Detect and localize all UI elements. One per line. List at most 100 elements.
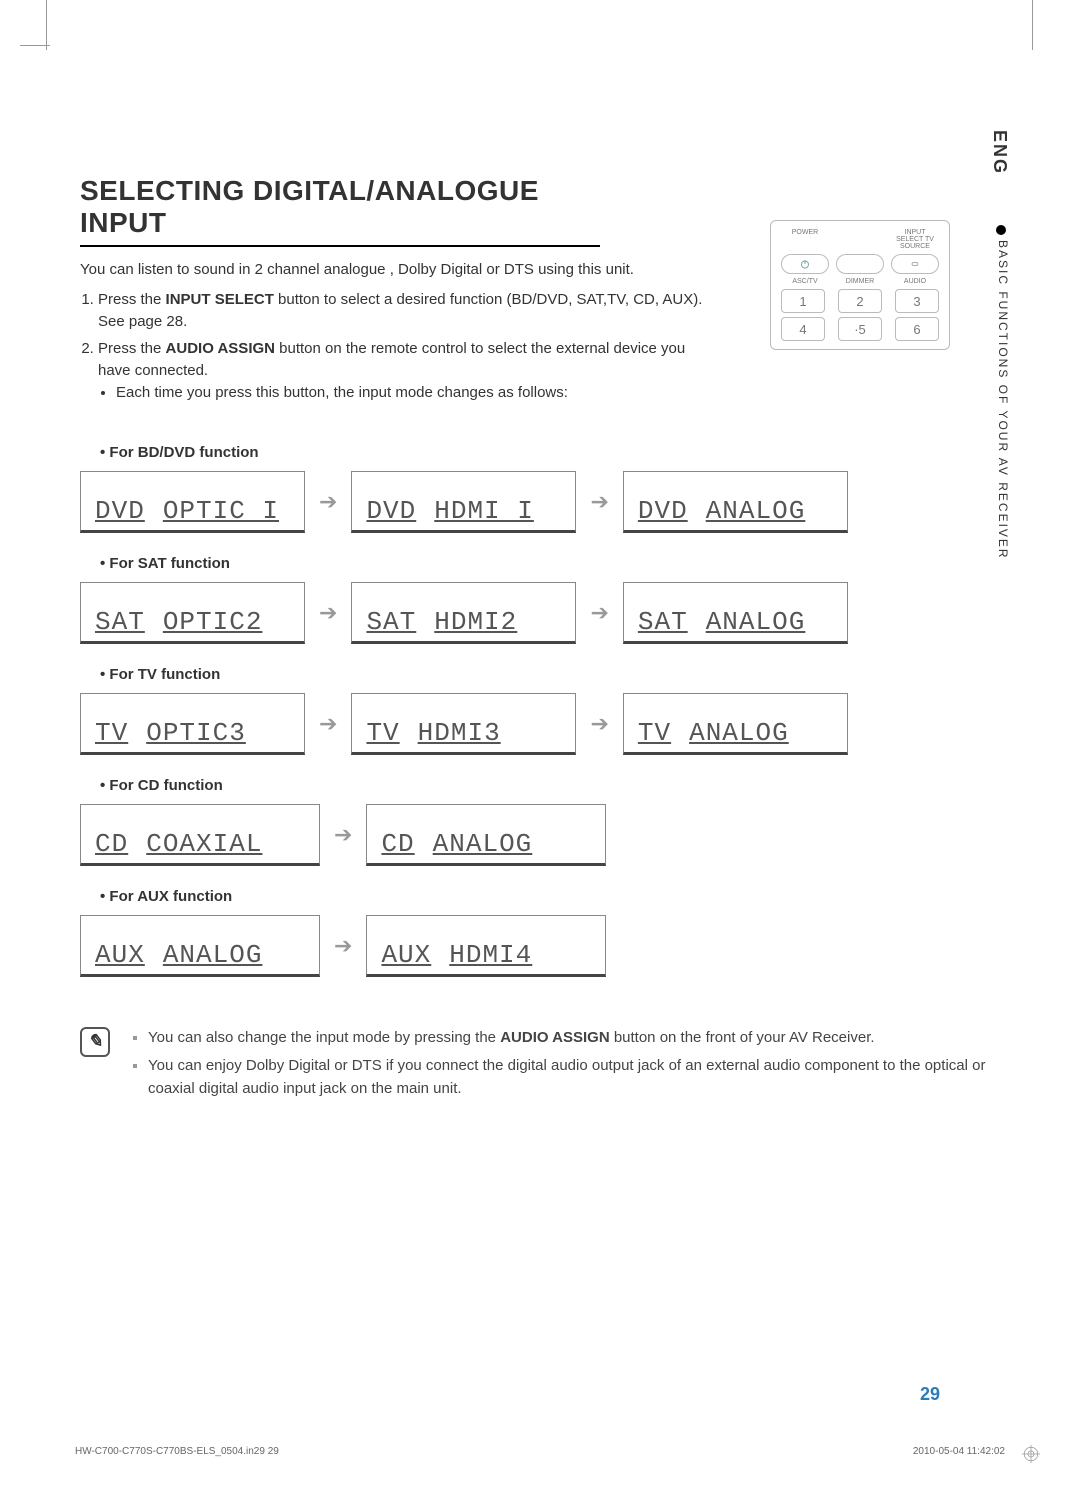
note-bold: AUDIO ASSIGN xyxy=(500,1029,609,1046)
step-text: Press the xyxy=(98,291,166,308)
sequence-label: For BD/DVD function xyxy=(100,444,1000,461)
display-source: DVD xyxy=(638,496,688,526)
arrow-icon: ➔ xyxy=(334,822,352,848)
remote-button: ·5 xyxy=(838,317,882,341)
remote-label xyxy=(836,229,884,250)
side-bullet xyxy=(996,225,1006,235)
sequence-label: For SAT function xyxy=(100,555,1000,572)
display-mode: ANALOG xyxy=(433,829,533,859)
arrow-icon: ➔ xyxy=(319,711,337,737)
step-1: Press the INPUT SELECT button to select … xyxy=(98,289,720,333)
page-content: ENG BASIC FUNCTIONS OF YOUR AV RECEIVER … xyxy=(80,60,1000,1425)
remote-button: 2 xyxy=(838,289,882,313)
remote-illustration: POWER INPUT SELECT TV SOURCE ASC/TV DIMM… xyxy=(770,220,950,350)
display-source: DVD xyxy=(366,496,416,526)
crop-mark xyxy=(20,45,50,46)
arrow-icon: ➔ xyxy=(590,711,608,737)
steps-list: Press the INPUT SELECT button to select … xyxy=(80,289,720,404)
note-box: ✎ You can also change the input mode by … xyxy=(80,1027,1000,1107)
input-select-icon xyxy=(891,254,939,274)
remote-label: AUDIO xyxy=(891,278,939,285)
sequence-row: TV OPTIC3 ➔ TVHDMI3 ➔ TV ANALOG xyxy=(80,693,1000,755)
display-mode: OPTIC I xyxy=(163,496,279,526)
display-mode: HDMI4 xyxy=(449,940,532,970)
display-box: DVD ANALOG xyxy=(623,471,848,533)
step-bold: AUDIO ASSIGN xyxy=(166,340,275,357)
note-text: button on the front of your AV Receiver. xyxy=(610,1029,875,1046)
sequence-row: CD COAXIAL ➔ CD ANALOG xyxy=(80,804,1000,866)
display-mode: OPTIC3 xyxy=(146,718,246,748)
note-list: You can also change the input mode by pr… xyxy=(130,1027,1000,1107)
display-mode: HDMI2 xyxy=(434,607,517,637)
crop-mark xyxy=(1032,0,1033,50)
display-mode: ANALOG xyxy=(706,496,806,526)
sequence-label: For TV function xyxy=(100,666,1000,683)
display-box: CD ANALOG xyxy=(366,804,606,866)
crop-mark xyxy=(35,0,47,50)
display-mode: ANALOG xyxy=(706,607,806,637)
display-box: AUX HDMI4 xyxy=(366,915,606,977)
display-source: CD xyxy=(95,829,128,859)
remote-label: ASC/TV xyxy=(781,278,829,285)
sequence-row: AUXANALOG ➔ AUX HDMI4 xyxy=(80,915,1000,977)
arrow-icon: ➔ xyxy=(590,489,608,515)
display-box: TVHDMI3 xyxy=(351,693,576,755)
display-source: DVD xyxy=(95,496,145,526)
display-box: CD COAXIAL xyxy=(80,804,320,866)
display-mode: OPTIC2 xyxy=(163,607,263,637)
power-icon xyxy=(781,254,829,274)
display-mode: ANALOG xyxy=(163,940,263,970)
sequence-label: For CD function xyxy=(100,777,1000,794)
arrow-icon: ➔ xyxy=(319,489,337,515)
remote-button: 3 xyxy=(895,289,939,313)
note-text: You can also change the input mode by pr… xyxy=(148,1029,500,1046)
language-tab: ENG xyxy=(989,130,1010,175)
step-2: Press the AUDIO ASSIGN button on the rem… xyxy=(98,338,720,403)
page-number: 29 xyxy=(920,1384,940,1405)
display-box: DVD HDMI I xyxy=(351,471,576,533)
remote-label: DIMMER xyxy=(836,278,884,285)
footer-right: 2010-05-04 11:42:02 xyxy=(913,1446,1005,1457)
display-box: TV OPTIC3 xyxy=(80,693,305,755)
step-text: Press the xyxy=(98,340,166,357)
remote-button: 6 xyxy=(895,317,939,341)
display-mode: HDMI I xyxy=(434,496,534,526)
note-item: You can also change the input mode by pr… xyxy=(148,1027,1000,1050)
display-source: TV xyxy=(95,718,128,748)
display-box: AUXANALOG xyxy=(80,915,320,977)
display-mode: HDMI3 xyxy=(418,718,501,748)
display-mode: COAXIAL xyxy=(146,829,262,859)
display-box: SAT ANALOG xyxy=(623,582,848,644)
display-source: SAT xyxy=(638,607,688,637)
display-source: SAT xyxy=(95,607,145,637)
remote-label: POWER xyxy=(781,229,829,250)
display-box: SAT OPTIC2 xyxy=(80,582,305,644)
remote-button: 1 xyxy=(781,289,825,313)
footer-left: HW-C700-C770S-C770BS-ELS_0504.in29 29 xyxy=(75,1446,279,1457)
page-title: SELECTING DIGITAL/ANALOGUE INPUT xyxy=(80,175,600,247)
remote-button: 4 xyxy=(781,317,825,341)
display-box: DVD OPTIC I xyxy=(80,471,305,533)
intro-text: You can listen to sound in 2 channel ana… xyxy=(80,259,720,281)
section-side-label: BASIC FUNCTIONS OF YOUR AV RECEIVER xyxy=(996,240,1010,560)
note-item: You can enjoy Dolby Digital or DTS if yo… xyxy=(148,1055,1000,1100)
step-bold: INPUT SELECT xyxy=(166,291,274,308)
display-source: AUX xyxy=(381,940,431,970)
display-source: SAT xyxy=(366,607,416,637)
arrow-icon: ➔ xyxy=(590,600,608,626)
registration-mark-icon xyxy=(1022,1445,1040,1463)
sequences-container: For BD/DVD function DVD OPTIC I ➔ DVD HDMI I ➔… xyxy=(80,444,1000,977)
step-sub-list: Each time you press this button, the inp… xyxy=(98,382,720,404)
arrow-icon: ➔ xyxy=(334,933,352,959)
note-icon: ✎ xyxy=(80,1027,110,1057)
arrow-icon: ➔ xyxy=(319,600,337,626)
sequence-label: For AUX function xyxy=(100,888,1000,905)
display-source: TV xyxy=(638,718,671,748)
remote-label: INPUT SELECT TV SOURCE xyxy=(891,229,939,250)
display-mode: ANALOG xyxy=(689,718,789,748)
display-box: SAT HDMI2 xyxy=(351,582,576,644)
note-text: You can enjoy Dolby Digital or DTS if yo… xyxy=(148,1057,985,1097)
sequence-row: DVD OPTIC I ➔ DVD HDMI I ➔ DVD ANALOG xyxy=(80,471,1000,533)
display-source: CD xyxy=(381,829,414,859)
sequence-row: SAT OPTIC2 ➔ SAT HDMI2 ➔ SAT ANALOG xyxy=(80,582,1000,644)
